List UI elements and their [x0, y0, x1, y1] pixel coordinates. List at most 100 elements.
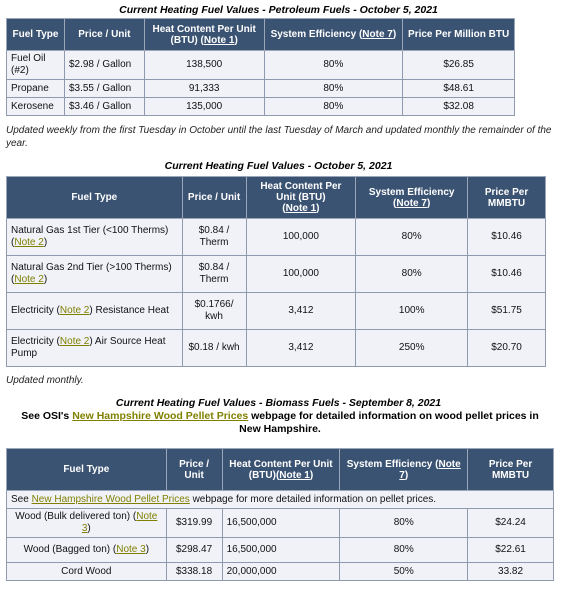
price-cell: $2.98 / Gallon: [63, 50, 145, 80]
petroleum-update-note: Updated weekly from the first Tuesday in…: [6, 125, 552, 149]
col-system-efficiency: System Efficiency (Note 7): [355, 176, 469, 219]
col-price-mmbtu: Price Per MMBTU: [467, 448, 554, 491]
price-cell: $3.55 / Gallon: [63, 79, 145, 98]
col-system-efficiency: System Efficiency (Note 7): [339, 448, 469, 491]
price-per-mmbtu-cell: $20.70: [467, 329, 546, 367]
table-row: Natural Gas 1st Tier (<100 Therms) (Note…: [6, 218, 546, 256]
price-per-btu-cell: $48.61: [402, 79, 515, 98]
price-per-mmbtu-cell: $22.61: [467, 537, 554, 563]
note-2-link[interactable]: Note 3: [116, 544, 146, 555]
biomass-table: Fuel Type Price / Unit Heat Content Per …: [6, 448, 554, 581]
general-table: Fuel Type Price / Unit Heat Content Per …: [6, 176, 546, 367]
heat-content-cell: 16,500,000: [221, 537, 341, 563]
price-cell: $0.84 / Therm: [181, 255, 247, 293]
price-per-mmbtu-cell: 33.82: [467, 562, 554, 581]
efficiency-cell: 80%: [263, 79, 404, 98]
heat-content-cell: 3,412: [245, 292, 357, 330]
efficiency-cell: 80%: [339, 508, 469, 538]
petroleum-caption: Current Heating Fuel Values - Petroleum …: [119, 4, 438, 16]
price-cell: $298.47: [165, 537, 223, 563]
fuel-type-cell: Natural Gas 1st Tier (<100 Therms) (Note…: [6, 218, 183, 256]
note-2-link[interactable]: Note 2: [59, 305, 90, 316]
note-1-link[interactable]: Note 1: [203, 34, 235, 46]
petroleum-table: Fuel Type Price / Unit Heat Content Per …: [6, 18, 515, 116]
heat-content-cell: 91,333: [143, 79, 265, 98]
note-7-link[interactable]: Note 7: [362, 29, 393, 40]
col-price-million: Price Per Million BTU: [402, 18, 515, 51]
heat-content-cell: 20,000,000: [221, 562, 341, 581]
efficiency-cell: 50%: [339, 562, 469, 581]
note-7-link[interactable]: Note 7: [399, 458, 461, 481]
price-per-mmbtu-cell: $51.75: [467, 292, 546, 330]
col-fuel-type: Fuel Type: [6, 448, 167, 491]
col-heat-content: Heat Content Per Unit (BTU) (Note 1): [143, 18, 265, 51]
heat-content-cell: 16,500,000: [221, 508, 341, 538]
fuel-type-cell: Electricity (Note 2) Air Source Heat Pum…: [6, 329, 183, 367]
price-per-mmbtu-cell: $24.24: [467, 508, 554, 538]
general-caption: Current Heating Fuel Values - October 5,…: [164, 160, 393, 172]
note-1-link[interactable]: Note 1: [279, 469, 310, 481]
table-row: Electricity (Note 2) Resistance Heat $0.1…: [6, 292, 546, 330]
price-cell: $3.46 / Gallon: [63, 97, 145, 116]
price-cell: $319.99: [165, 508, 223, 538]
note-2-link[interactable]: Note 3: [81, 511, 158, 534]
price-cell: $338.18: [165, 562, 223, 581]
col-price-unit: Price / Unit: [181, 176, 247, 219]
col-fuel-type: Fuel Type: [6, 18, 65, 51]
price-cell: $0.84 / Therm: [181, 218, 247, 256]
note-1-link[interactable]: Note 1: [285, 203, 317, 214]
efficiency-cell: 80%: [355, 255, 469, 293]
col-heat-content: Heat Content Per Unit (BTU)(Note 1): [245, 176, 357, 219]
col-price-mmbtu: Price Per MMBTU: [467, 176, 546, 219]
note-2-link[interactable]: Note 2: [14, 237, 44, 248]
pellet-prices-info-link[interactable]: New Hampshire Wood Pellet Prices: [31, 493, 190, 505]
biomass-caption: Current Heating Fuel Values - Biomass Fu…: [115, 397, 442, 409]
col-fuel-type: Fuel Type: [6, 176, 183, 219]
efficiency-cell: 100%: [355, 292, 469, 330]
col-price-unit: Price / Unit: [165, 448, 223, 491]
heat-content-cell: 135,000: [143, 97, 265, 116]
note-2-link[interactable]: Note 2: [59, 336, 90, 347]
efficiency-cell: 250%: [355, 329, 469, 367]
fuel-type-cell: Wood (Bagged ton) (Note 3): [6, 537, 167, 563]
efficiency-cell: 80%: [263, 97, 404, 116]
table-header-row: Fuel Type Price / Unit Heat Content Per …: [6, 18, 515, 51]
table-row: See New Hampshire Wood Pellet Prices web…: [6, 490, 554, 509]
col-heat-content: Heat Content Per Unit (BTU)(Note 1): [221, 448, 341, 491]
note-7-link[interactable]: Note 7: [396, 197, 427, 209]
price-per-mmbtu-cell: $10.46: [467, 255, 546, 293]
table-row: Fuel Oil (#2) $2.98 / Gallon 138,500 80% $26…: [6, 50, 515, 80]
table-row: Propane $3.55 / Gallon 91,333 80% $48.61: [6, 79, 515, 98]
efficiency-cell: 80%: [339, 537, 469, 563]
fuel-type-cell: Kerosene: [6, 97, 65, 116]
table-header-row: Fuel Type Price / Unit Heat Content Per …: [6, 448, 554, 491]
heat-content-cell: 3,412: [245, 329, 357, 367]
heat-content-cell: 100,000: [245, 218, 357, 256]
wood-pellet-prices-link[interactable]: New Hampshire Wood Pellet Prices: [72, 410, 249, 422]
price-cell: $0.18 / kwh: [181, 329, 247, 367]
general-update-note: Updated monthly.: [6, 375, 84, 386]
table-row: Cord Wood $338.18 20,000,000 50% 33.82: [6, 562, 554, 581]
table-row: Natural Gas 2nd Tier (>100 Therms) (Note…: [6, 255, 546, 293]
table-row: Kerosene $3.46 / Gallon 135,000 80% $32.08: [6, 97, 515, 116]
fuel-type-cell: Cord Wood: [6, 562, 167, 581]
pellet-info-cell: See New Hampshire Wood Pellet Prices web…: [6, 490, 554, 509]
biomass-subheading: See OSI's New Hampshire Wood Pellet Pric…: [21, 410, 539, 435]
fuel-type-cell: Wood (Bulk delivered ton) (Note 3): [6, 508, 167, 538]
table-row: Wood (Bagged ton) (Note 3) $298.47 16,500,…: [6, 537, 554, 563]
col-system-efficiency: System Efficiency (Note 7): [263, 18, 404, 51]
heat-content-cell: 100,000: [245, 255, 357, 293]
price-per-mmbtu-cell: $10.46: [467, 218, 546, 256]
efficiency-cell: 80%: [355, 218, 469, 256]
heat-content-cell: 138,500: [143, 50, 265, 80]
price-per-btu-cell: $32.08: [402, 97, 515, 116]
fuel-type-cell: Electricity (Note 2) Resistance Heat: [6, 292, 183, 330]
price-per-btu-cell: $26.85: [402, 50, 515, 80]
fuel-type-cell: Propane: [6, 79, 65, 98]
fuel-type-cell: Fuel Oil (#2): [6, 50, 65, 80]
note-2-link[interactable]: Note 2: [14, 274, 44, 285]
table-row: Wood (Bulk delivered ton) (Note 3) $319.9…: [6, 508, 554, 538]
fuel-type-cell: Natural Gas 2nd Tier (>100 Therms) (Note…: [6, 255, 183, 293]
efficiency-cell: 80%: [263, 50, 404, 80]
table-row: Electricity (Note 2) Air Source Heat Pum…: [6, 329, 546, 367]
